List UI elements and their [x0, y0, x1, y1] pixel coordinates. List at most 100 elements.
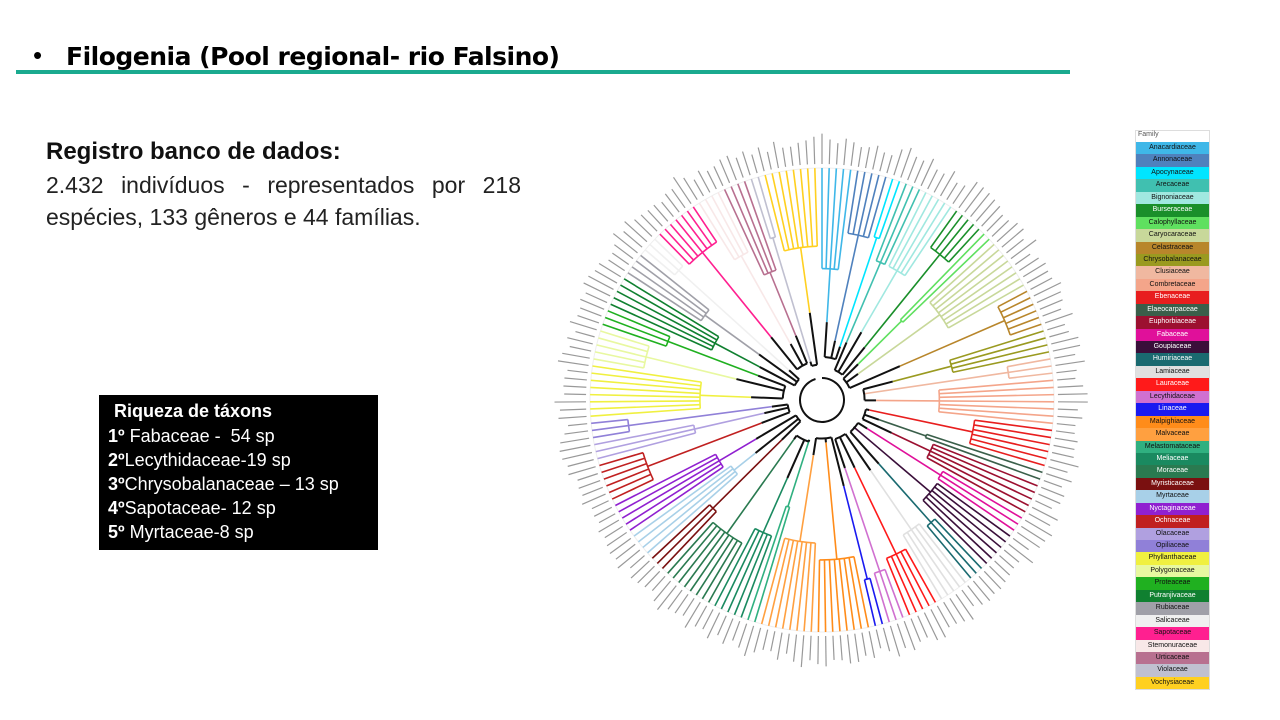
branch	[896, 198, 940, 272]
branch	[930, 246, 950, 263]
branch	[621, 460, 720, 519]
tip-label	[1042, 308, 1062, 317]
branch	[714, 528, 756, 607]
tip-label	[593, 506, 613, 517]
legend-item: Olacaceae	[1136, 527, 1209, 540]
branch	[613, 297, 714, 348]
tip-label	[591, 500, 609, 510]
backbone	[799, 377, 845, 423]
branch	[938, 410, 1053, 425]
branch	[667, 521, 714, 574]
branch	[772, 237, 812, 362]
tip-label	[762, 629, 769, 651]
branch	[740, 255, 792, 345]
legend-item: Lamiaceae	[1136, 365, 1209, 379]
branch	[900, 202, 946, 274]
tip-label	[753, 627, 762, 653]
tip-label	[772, 141, 780, 169]
branch	[924, 434, 928, 438]
tip-label	[1035, 500, 1053, 510]
branch	[717, 192, 749, 253]
branch	[595, 428, 695, 453]
branch	[935, 254, 1004, 310]
branch	[970, 438, 1047, 460]
tip-label	[828, 139, 831, 165]
legend-item: Stemonuraceae	[1136, 639, 1209, 652]
branch	[943, 272, 1017, 321]
tip-label	[983, 570, 1002, 590]
tip-label	[684, 601, 701, 628]
tip-label	[1038, 493, 1061, 505]
tip-label	[943, 601, 958, 624]
legend-item: Lauraceae	[1136, 378, 1209, 391]
tip-label	[1056, 423, 1076, 427]
branch	[767, 539, 790, 626]
branch	[875, 183, 907, 262]
tip-label	[1019, 257, 1039, 272]
tip-label	[726, 155, 737, 181]
branch	[922, 499, 988, 564]
tip-label	[1016, 531, 1040, 549]
tip-label	[1003, 549, 1020, 563]
tip-label	[694, 605, 708, 627]
branch	[828, 559, 834, 632]
tip-label	[738, 623, 748, 648]
tip-label	[1044, 312, 1073, 324]
branch	[771, 173, 790, 250]
branch	[939, 219, 969, 256]
branch	[592, 430, 630, 439]
branch	[646, 473, 738, 554]
backbone	[812, 437, 818, 456]
legend-item: Proteaceae	[1136, 577, 1209, 590]
branch	[753, 506, 791, 623]
branch	[629, 466, 724, 531]
tip-label	[882, 627, 891, 652]
backbone	[842, 363, 859, 380]
rank-text: Chrysobalanaceae – 13 sp	[124, 474, 339, 494]
backbone	[830, 340, 837, 359]
tip-label	[1010, 239, 1037, 260]
branch	[866, 427, 942, 476]
tip-label	[575, 330, 595, 338]
legend-item: Ochnaceae	[1136, 515, 1209, 528]
tip-label	[706, 170, 717, 190]
tip-label	[864, 147, 871, 169]
branch	[848, 557, 863, 629]
branch	[592, 365, 702, 383]
tip-label	[656, 585, 677, 611]
branch	[938, 379, 1054, 391]
tip-label	[580, 307, 602, 317]
branch	[718, 438, 757, 462]
backbone	[862, 418, 893, 434]
branch	[590, 400, 700, 403]
tip-label	[936, 605, 950, 628]
branch	[651, 504, 711, 559]
tip-label	[682, 598, 695, 616]
branch	[947, 284, 1024, 329]
branch	[925, 436, 1041, 480]
tip-label	[674, 593, 689, 614]
tip-label	[1026, 270, 1049, 284]
tip-label	[850, 142, 855, 166]
tip-label	[776, 632, 783, 660]
backbone	[861, 409, 867, 420]
ranking-row: 1º Fabaceae - 54 sp	[108, 424, 378, 448]
tip-label	[567, 337, 593, 345]
tip-label	[702, 609, 714, 630]
branch	[675, 219, 704, 253]
tip-label	[1043, 479, 1063, 488]
tip-label	[896, 623, 907, 649]
branch	[839, 237, 878, 347]
legend-item: Caryocaraceae	[1136, 229, 1209, 242]
backbone	[844, 433, 872, 471]
tip-label	[598, 519, 620, 533]
tip-label	[770, 631, 776, 652]
branch	[686, 210, 713, 246]
backbone	[759, 366, 796, 387]
tip-label	[559, 444, 591, 452]
branch	[747, 505, 788, 621]
backbone	[830, 437, 845, 487]
tip-label	[813, 136, 816, 165]
tip-label	[640, 214, 658, 232]
branch	[948, 228, 980, 263]
